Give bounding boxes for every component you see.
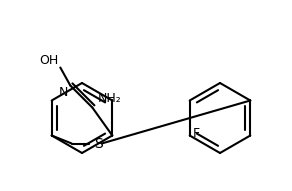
Text: F: F xyxy=(193,127,200,140)
Text: S: S xyxy=(94,137,102,151)
Text: OH: OH xyxy=(39,53,58,66)
Text: N: N xyxy=(59,87,68,100)
Text: NH₂: NH₂ xyxy=(97,91,121,104)
